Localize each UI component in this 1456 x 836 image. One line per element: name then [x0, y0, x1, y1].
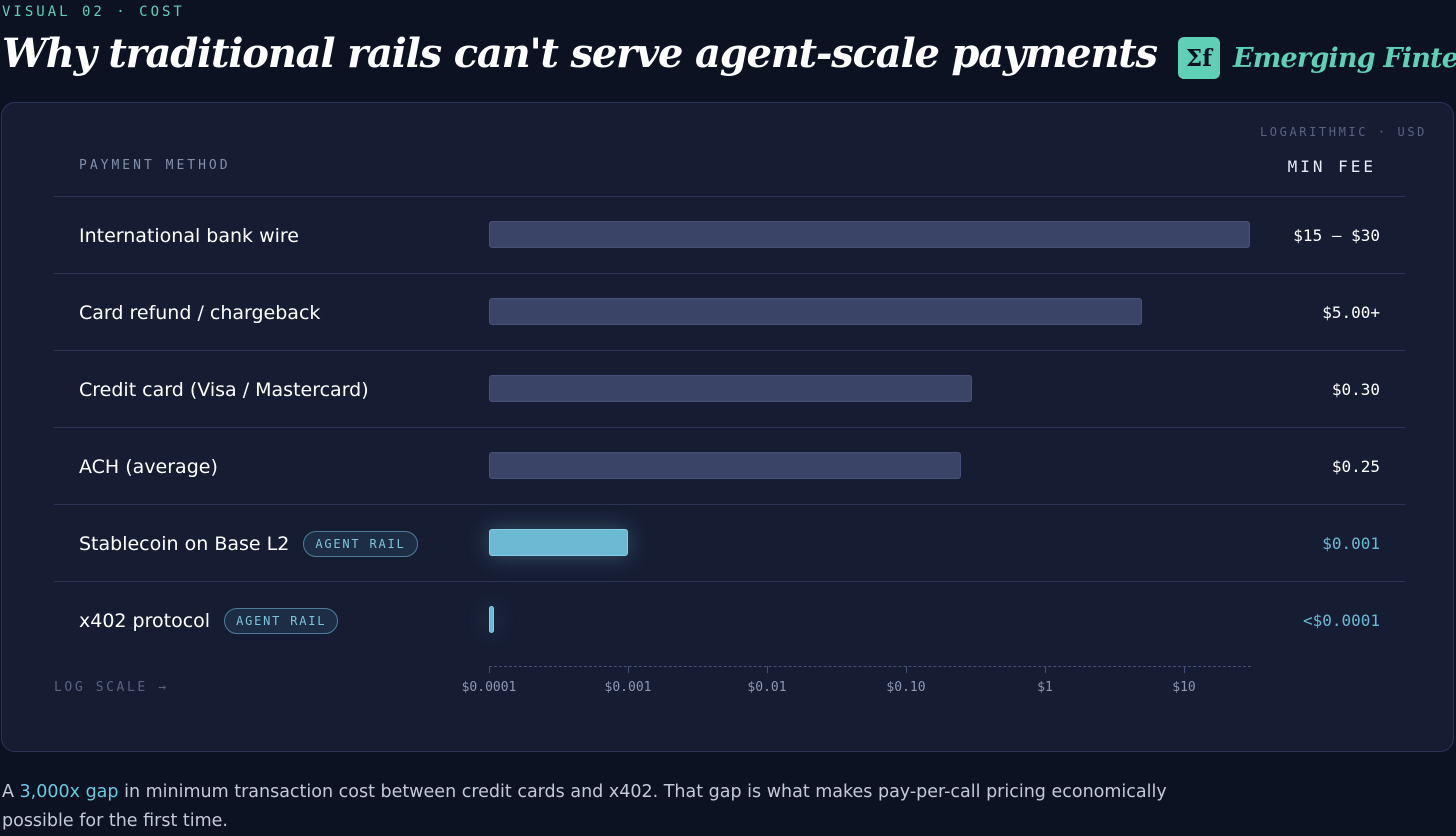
bar: [489, 606, 494, 633]
page-title: Why traditional rails can't serve agent-…: [2, 30, 1158, 77]
bar: [489, 298, 1143, 325]
brand-name: Emerging Fintech: [1233, 42, 1456, 74]
x-tick: [906, 666, 907, 673]
eyebrow-label: VISUAL 02 · COST: [2, 4, 185, 20]
chart-row: x402 protocol AGENT RAIL <$0.0001: [54, 581, 1405, 658]
x-tick: [1045, 666, 1046, 673]
category-label: x402 protocol AGENT RAIL: [79, 582, 339, 659]
x-tick-label: $1: [1037, 680, 1053, 695]
chart-row: Card refund / chargeback $5.00+: [54, 273, 1405, 350]
chart-panel: LOGARITHMIC · USD PAYMENT METHOD MIN FEE…: [1, 102, 1454, 752]
x-tick-label: $0.001: [604, 680, 652, 695]
x-tick-label: $0.0001: [461, 680, 517, 695]
x-tick-label: $0.01: [747, 680, 787, 695]
x-axis-line: [489, 666, 1251, 667]
category-label: Stablecoin on Base L2 AGENT RAIL: [79, 505, 418, 582]
category-text: International bank wire: [79, 224, 299, 247]
category-label: Credit card (Visa / Mastercard): [79, 351, 369, 428]
category-label: Card refund / chargeback: [79, 274, 320, 351]
fee-value: $15 – $30: [1293, 226, 1380, 245]
x-tick: [1184, 666, 1185, 673]
fee-value: $0.25: [1331, 457, 1380, 476]
caption: A 3,000x gap in minimum transaction cost…: [2, 778, 1182, 836]
category-text: Credit card (Visa / Mastercard): [79, 378, 369, 401]
chart-row: Stablecoin on Base L2 AGENT RAIL $0.001: [54, 504, 1405, 581]
chart-row: ACH (average) $0.25: [54, 427, 1405, 504]
chart-row: International bank wire $15 – $30: [54, 196, 1405, 273]
caption-highlight: 3,000x gap: [19, 782, 119, 802]
category-text: ACH (average): [79, 455, 218, 478]
chart-rows: International bank wire $15 – $30 Card ref…: [54, 196, 1405, 658]
bar: [489, 529, 628, 556]
agent-rail-badge: AGENT RAIL: [224, 607, 339, 634]
sigma-f-logo-icon: Σf: [1186, 45, 1214, 72]
bar: [489, 221, 1251, 248]
column-header-method: PAYMENT METHOD: [79, 158, 231, 173]
scale-note: LOGARITHMIC · USD: [1259, 125, 1427, 139]
fee-value: $5.00+: [1322, 303, 1380, 322]
chart-row: Credit card (Visa / Mastercard) $0.30: [54, 350, 1405, 427]
x-tick: [767, 666, 768, 673]
category-text: x402 protocol: [79, 609, 211, 632]
category-label: ACH (average): [79, 428, 218, 505]
x-tick: [628, 666, 629, 673]
fee-value: $0.30: [1331, 380, 1380, 399]
column-header-fee: MIN FEE: [1287, 157, 1376, 176]
category-text: Stablecoin on Base L2: [79, 532, 290, 555]
caption-text: in minimum transaction cost between cred…: [2, 782, 1167, 831]
category-text: Card refund / chargeback: [79, 301, 321, 324]
x-tick-label: $0.10: [886, 680, 926, 695]
log-scale-label: LOG SCALE →: [54, 680, 169, 695]
bar: [489, 452, 962, 479]
fee-value: <$0.0001: [1302, 611, 1380, 630]
brand-logo-icon: Σf: [1178, 37, 1220, 79]
x-tick-label: $10: [1172, 680, 1196, 695]
bar: [489, 375, 973, 402]
agent-rail-badge: AGENT RAIL: [303, 530, 418, 557]
category-label: International bank wire: [79, 197, 299, 274]
fee-value: $0.001: [1322, 534, 1380, 553]
x-tick: [489, 666, 490, 673]
brand[interactable]: Σf Emerging Fintech: [1178, 37, 1456, 79]
brand-logo-text: Σf: [1186, 45, 1214, 72]
caption-prefix: A: [2, 782, 20, 802]
